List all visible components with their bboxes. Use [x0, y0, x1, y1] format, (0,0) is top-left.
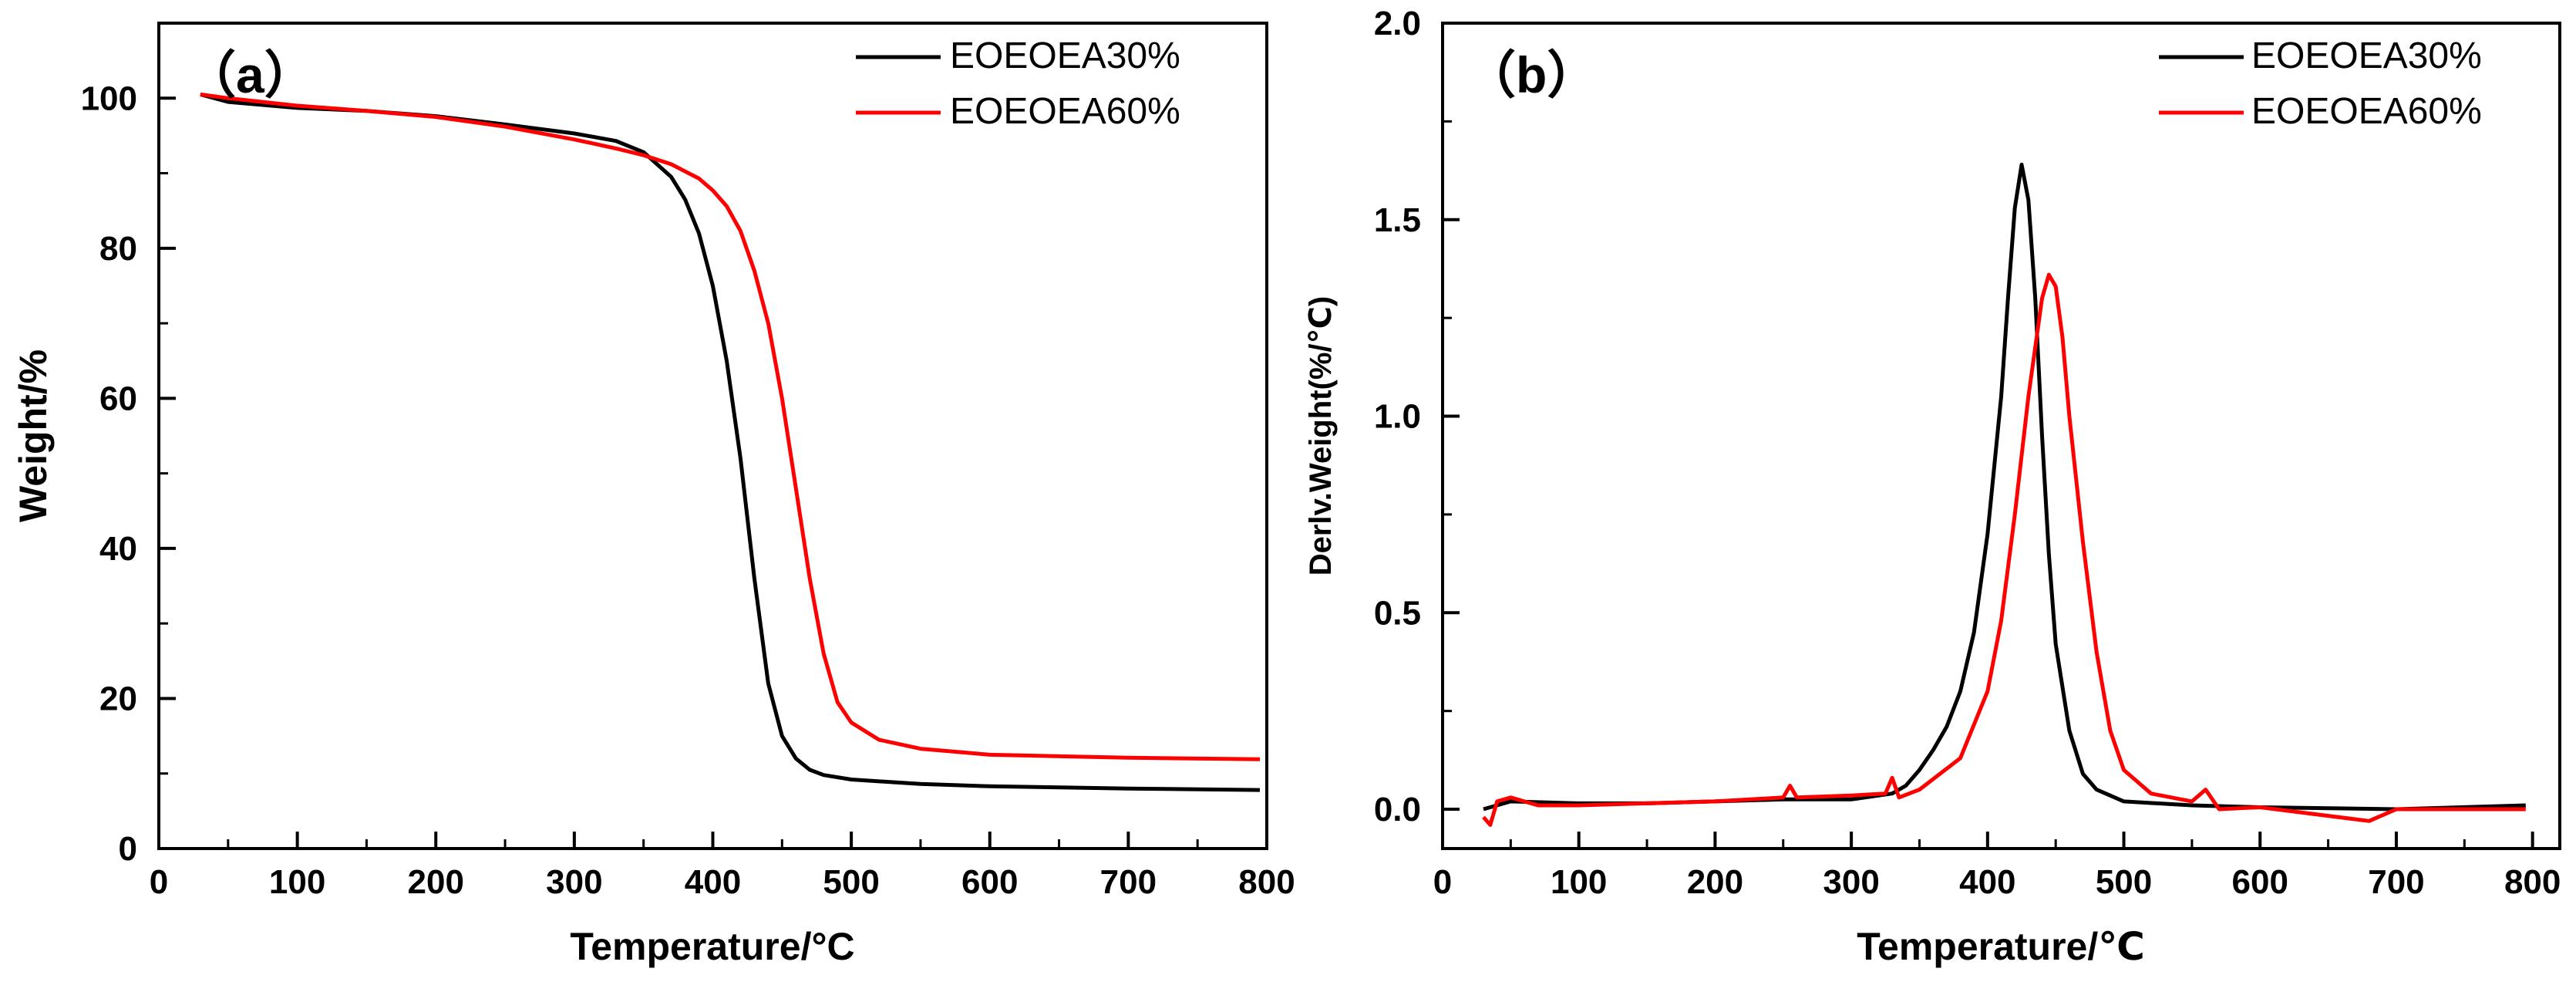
panel-a-chart: 0 100 200 300 400 500 600 700 800 0 20 40 60 80 100 Tem…	[12, 22, 1295, 968]
legend-label-2: EOEOEA60%	[950, 91, 1180, 132]
x-tick-label: 200	[408, 863, 464, 901]
plot-frame	[157, 22, 1268, 850]
panel-label: （a）	[185, 46, 315, 103]
y-tick-label: 1.5	[1374, 201, 1421, 239]
plot-frame	[1441, 22, 2561, 850]
series-line-1	[1483, 162, 2526, 812]
x-tick-label: 700	[1100, 863, 1157, 901]
legend-label-1: EOEOEA30%	[950, 35, 1180, 76]
x-tick-label: 800	[2504, 863, 2561, 901]
x-tick-label: 500	[823, 863, 879, 901]
x-tick-label: 400	[1959, 863, 2015, 901]
x-axis-title: Temperature/°C	[570, 925, 854, 968]
x-tick-label: 400	[685, 863, 741, 901]
y-tick-label: 20	[99, 680, 137, 717]
x-tick-label: 200	[1687, 863, 1743, 901]
series-line-2	[200, 92, 1261, 761]
x-tick-label: 600	[2232, 863, 2288, 901]
x-tick-label: 600	[961, 863, 1018, 901]
y-tick-label: 100	[81, 79, 137, 117]
x-tick-label: 700	[2368, 863, 2424, 901]
x-tick-label: 800	[1238, 863, 1295, 901]
x-tick-label: 300	[1823, 863, 1879, 901]
y-tick-label: 0.5	[1374, 594, 1421, 632]
x-axis-title: Temperature/℃	[1857, 925, 2145, 968]
panel-label: （b）	[1465, 46, 1598, 103]
x-tick-label: 100	[1551, 863, 1607, 901]
panel-b-chart: 0 100 200 300 400 500 600 700 800 0.0 0.5 1.0 1.5 2.0…	[1304, 5, 2561, 968]
y-tick-label: 40	[99, 530, 137, 568]
y-tick-label: 1.0	[1374, 398, 1421, 436]
legend-label-2: EOEOEA60%	[2251, 91, 2482, 132]
series-line-1	[200, 92, 1261, 792]
y-axis-title: Weight/%	[12, 349, 55, 522]
x-tick-label: 0	[150, 863, 168, 901]
y-axis-title: Derlv.Weight(%/℃)	[1304, 296, 1338, 576]
legend-label-1: EOEOEA30%	[2251, 35, 2482, 76]
x-tick-label: 500	[2096, 863, 2152, 901]
y-tick-label: 60	[99, 380, 137, 417]
y-tick-label: 80	[99, 230, 137, 268]
y-tick-label: 0	[119, 830, 137, 868]
x-tick-label: 0	[1433, 863, 1452, 901]
series-line-2	[1482, 272, 2526, 827]
x-tick-label: 300	[546, 863, 602, 901]
y-tick-label: 0.0	[1374, 791, 1421, 828]
y-tick-label: 2.0	[1374, 5, 1421, 42]
x-tick-label: 100	[269, 863, 325, 901]
